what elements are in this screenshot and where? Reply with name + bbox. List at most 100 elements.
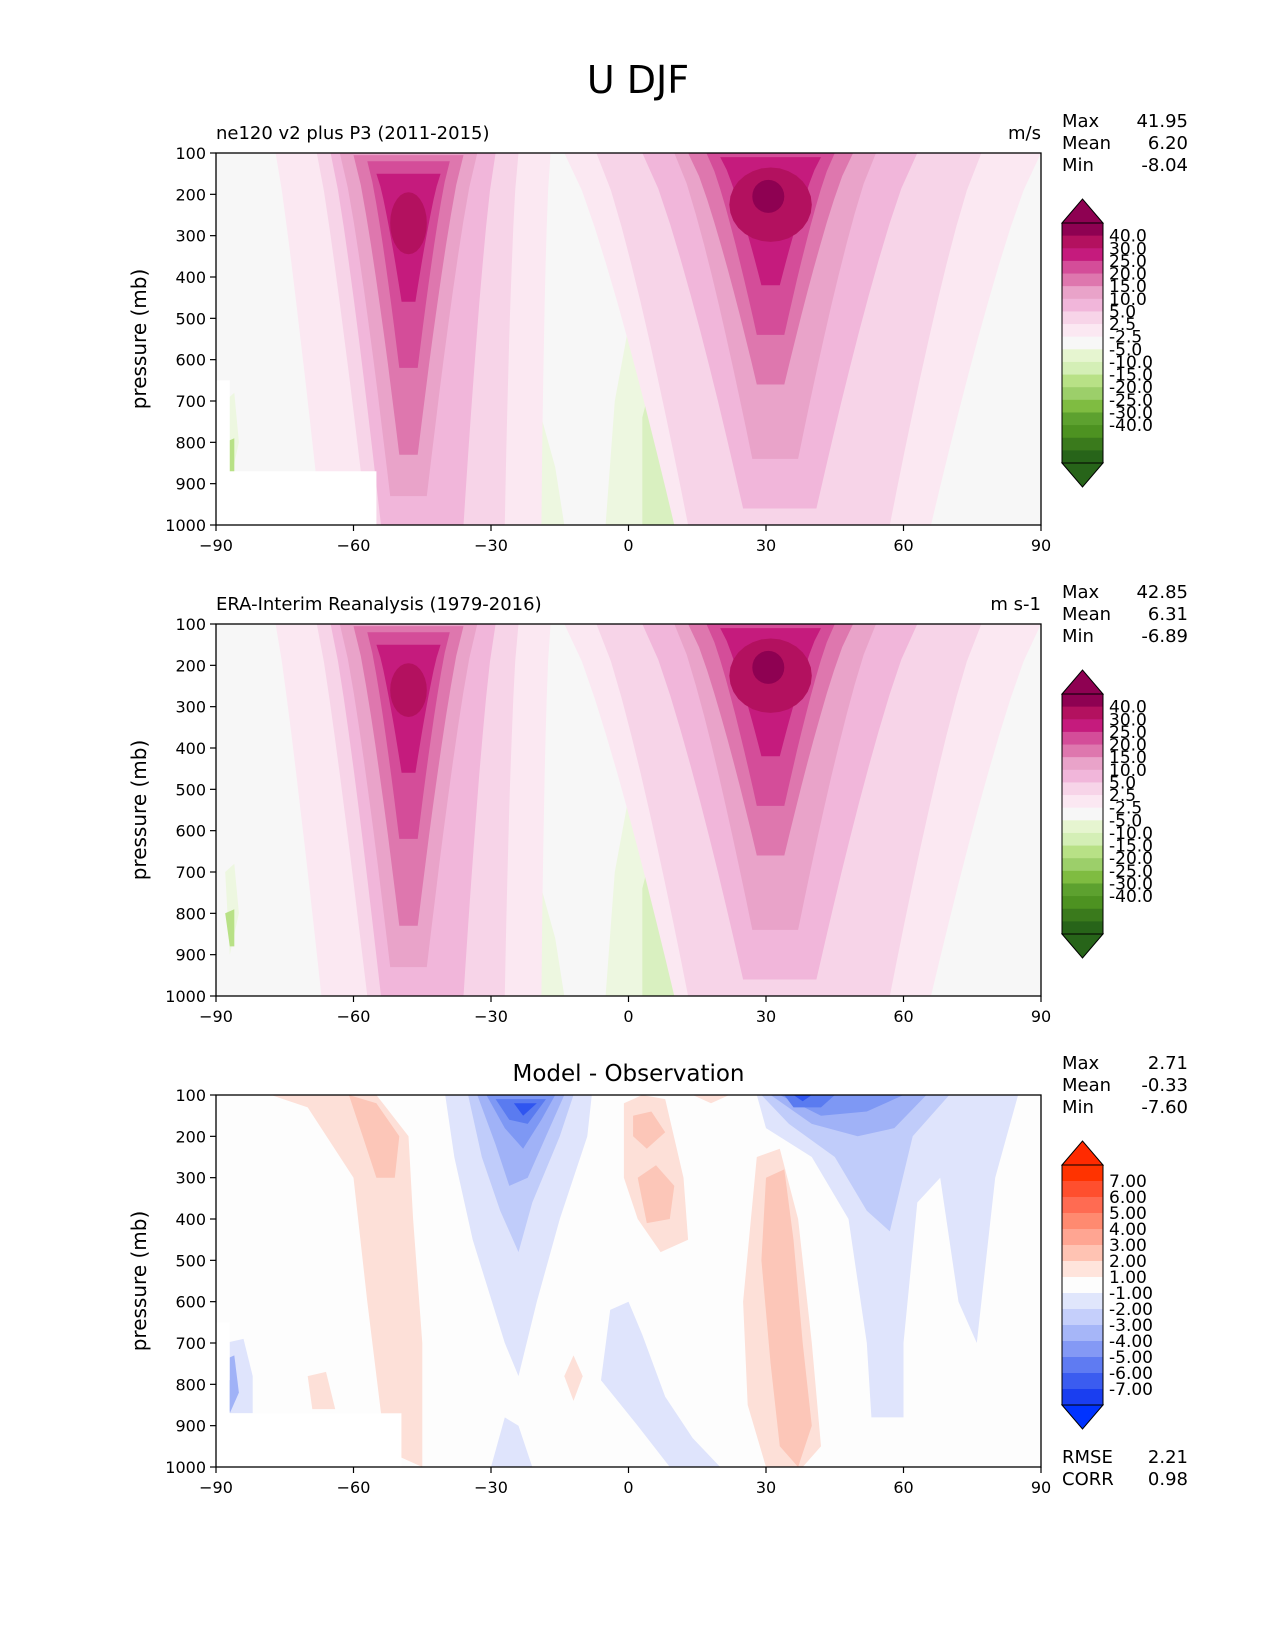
missing-data-mask (216, 1413, 402, 1467)
panel-title: ERA-Interim Reanalysis (1979-2016) (216, 594, 542, 615)
colorbar-tick-label: -10.0 (1109, 353, 1153, 373)
positive-difference-region (271, 1095, 423, 1467)
colorbar-tick-label: 10.0 (1109, 290, 1147, 310)
x-tick-label: 30 (756, 1007, 776, 1026)
jet-contour (390, 192, 427, 255)
y-tick-label: 900 (175, 475, 206, 494)
y-tick-label: 100 (175, 1086, 206, 1105)
stat-label: Mean (1062, 1075, 1111, 1096)
colorbar-tick-label: 10.0 (1109, 761, 1147, 781)
colorbar-segment (1062, 820, 1103, 834)
y-tick-label: 700 (175, 392, 206, 411)
units-label: m/s (1008, 123, 1041, 144)
units-label: m s-1 (990, 594, 1041, 615)
colorbar-segment (1062, 374, 1103, 388)
y-axis-label: pressure (mb) (127, 740, 151, 881)
colorbar-segment (1062, 387, 1103, 401)
colorbar-segment (1062, 744, 1103, 758)
stat-value: -0.33 (1141, 1075, 1188, 1096)
colorbar-tick-label: -2.00 (1109, 1300, 1153, 1320)
stat-value: -6.89 (1141, 626, 1188, 647)
colorbar-extend-top (1060, 669, 1105, 695)
negative-difference-region (784, 1095, 835, 1108)
colorbar-segment (1062, 832, 1103, 847)
colorbar-segment (1062, 1165, 1103, 1182)
y-axis-label: pressure (mb) (127, 1211, 151, 1352)
x-tick-label: 0 (623, 1007, 633, 1026)
colorbar-tick-label: 4.00 (1109, 1220, 1147, 1240)
metric-value: 2.21 (1148, 1447, 1188, 1468)
stat-label: Min (1062, 155, 1094, 176)
colorbar-segment (1062, 757, 1103, 771)
colorbar-segment (1062, 1373, 1103, 1390)
colorbar-tick-label: -5.00 (1109, 1348, 1153, 1368)
stat-value: -8.04 (1141, 155, 1188, 176)
positive-difference-region (761, 1169, 812, 1467)
colorbar-frame (1061, 693, 1104, 935)
x-tick-label: 90 (1031, 536, 1051, 555)
colorbar-segment (1062, 1293, 1103, 1310)
jet-contour (752, 650, 785, 684)
stat-value: 42.85 (1136, 582, 1188, 603)
y-tick-label: 600 (175, 351, 206, 370)
colorbar-segment (1062, 1197, 1103, 1214)
x-tick-label: −90 (199, 536, 233, 555)
negative-difference-region (756, 1095, 1019, 1418)
y-tick-label: 500 (175, 780, 206, 799)
colorbar-segment (1062, 349, 1103, 363)
colorbar-tick-label: 20.0 (1109, 736, 1147, 756)
negative-difference-region (513, 1103, 537, 1116)
colorbar-tick-label: 5.00 (1109, 1204, 1147, 1224)
colorbar-segment (1062, 1357, 1103, 1374)
x-tick-label: 60 (893, 1007, 913, 1026)
colorbar-segment (1062, 807, 1103, 821)
x-tick-label: −90 (199, 1478, 233, 1497)
y-tick-label: 500 (175, 1251, 206, 1270)
y-tick-label: 1000 (165, 516, 206, 535)
jet-contour (752, 179, 785, 213)
stat-label: Mean (1062, 133, 1111, 154)
x-tick-label: −30 (474, 1478, 508, 1497)
x-tick-label: −90 (199, 1007, 233, 1026)
stat-value: 6.31 (1148, 604, 1188, 625)
x-tick-label: 90 (1031, 1478, 1051, 1497)
easterly-region (225, 909, 235, 947)
colorbar-segment (1062, 450, 1103, 464)
stat-value: 2.71 (1148, 1053, 1188, 1074)
colorbar-tick-label: 25.0 (1109, 723, 1147, 743)
colorbar-tick-label: -25.0 (1109, 862, 1153, 882)
colorbar-tick-label: -5.0 (1109, 340, 1142, 360)
x-tick-label: −60 (337, 1478, 371, 1497)
colorbar-segment (1062, 1277, 1103, 1294)
missing-data-mask (216, 380, 230, 525)
colorbar-tick-label: -2.5 (1109, 799, 1142, 819)
colorbar-segment (1062, 336, 1103, 350)
y-tick-label: 100 (175, 144, 206, 163)
colorbar-segment (1062, 324, 1103, 338)
colorbar-tick-label: -3.00 (1109, 1316, 1153, 1336)
colorbar-tick-label: 6.00 (1109, 1188, 1147, 1208)
colorbar-tick-label: -40.0 (1109, 416, 1153, 436)
colorbar-tick-label: -6.00 (1109, 1364, 1153, 1384)
panel-title: ne120 v2 plus P3 (2011-2015) (216, 123, 490, 144)
metric-value: 0.98 (1148, 1469, 1188, 1490)
positive-difference-region (637, 1165, 675, 1224)
positive-difference-region (564, 1355, 583, 1401)
colorbar-tick-label: -1.00 (1109, 1284, 1153, 1304)
colorbar-segment (1062, 412, 1103, 426)
colorbar-tick-label: 20.0 (1109, 265, 1147, 285)
colorbar-tick-label: -10.0 (1109, 824, 1153, 844)
colorbar-segment (1062, 1181, 1103, 1198)
colorbar-segment (1062, 921, 1103, 935)
colorbar-segment (1062, 706, 1103, 720)
x-tick-label: 60 (893, 536, 913, 555)
x-tick-label: −30 (474, 1007, 508, 1026)
colorbar-extend-bottom (1060, 933, 1105, 959)
x-tick-label: 0 (623, 1478, 633, 1497)
colorbar-segment (1062, 883, 1103, 897)
stat-label: Min (1062, 626, 1094, 647)
stat-label: Max (1062, 1053, 1100, 1074)
negative-difference-region (793, 1095, 812, 1102)
panel-difference: −90 −60 −30 0 30 60 90 100 200 300 400 500 600 700 800… (127, 1053, 1188, 1497)
colorbar-tick-label: 5.0 (1109, 302, 1136, 322)
